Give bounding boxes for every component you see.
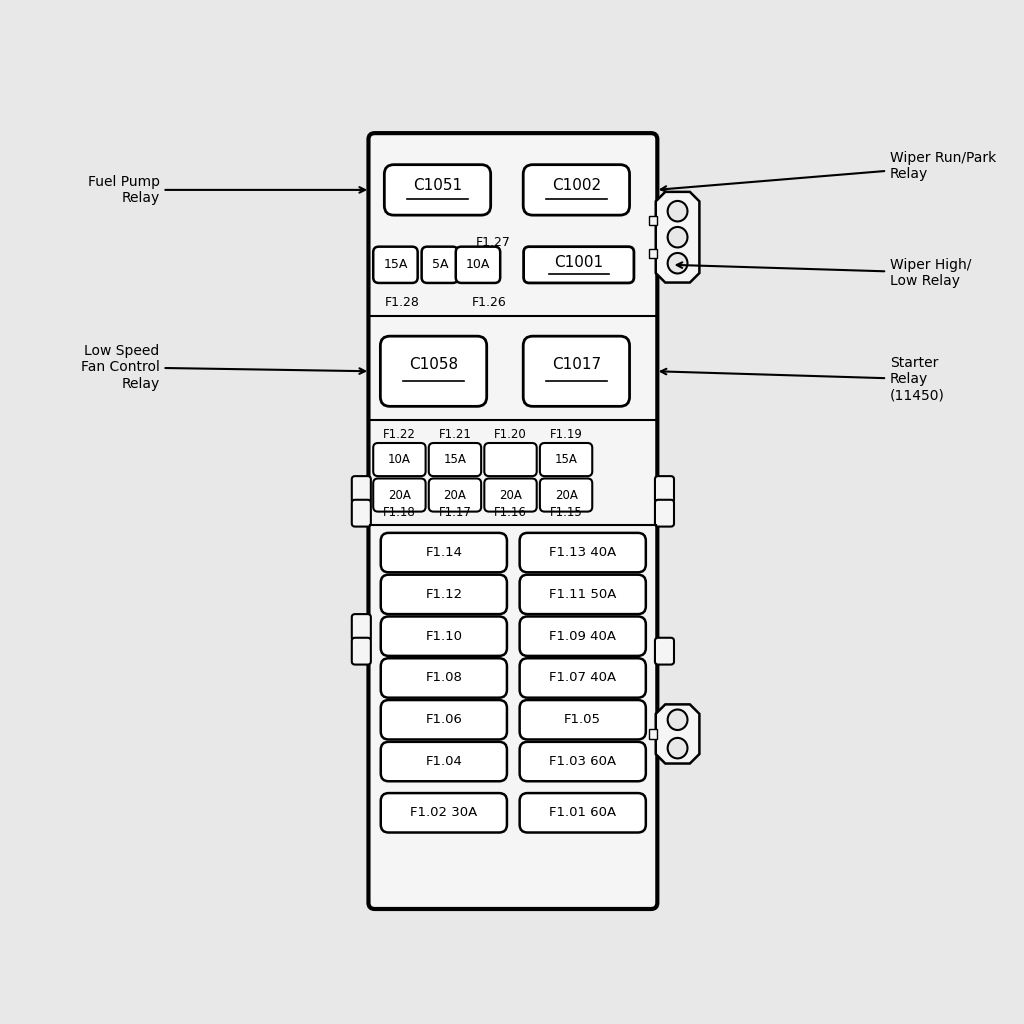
Text: C1002: C1002 xyxy=(552,178,601,194)
FancyBboxPatch shape xyxy=(456,247,500,283)
Text: F1.18: F1.18 xyxy=(383,506,416,519)
Ellipse shape xyxy=(668,253,687,273)
FancyBboxPatch shape xyxy=(381,793,507,833)
Text: 15A: 15A xyxy=(383,258,408,271)
FancyBboxPatch shape xyxy=(381,574,507,614)
FancyBboxPatch shape xyxy=(519,700,646,739)
FancyBboxPatch shape xyxy=(422,247,458,283)
FancyBboxPatch shape xyxy=(352,500,371,526)
Ellipse shape xyxy=(668,201,687,221)
FancyBboxPatch shape xyxy=(373,247,418,283)
Text: F1.14: F1.14 xyxy=(425,546,463,559)
FancyBboxPatch shape xyxy=(655,476,674,503)
Text: 10A: 10A xyxy=(388,453,411,466)
FancyBboxPatch shape xyxy=(519,532,646,572)
FancyBboxPatch shape xyxy=(649,249,657,258)
FancyBboxPatch shape xyxy=(352,638,371,665)
FancyBboxPatch shape xyxy=(519,793,646,833)
FancyBboxPatch shape xyxy=(649,729,657,738)
Text: F1.10: F1.10 xyxy=(425,630,463,643)
Text: F1.19: F1.19 xyxy=(550,428,583,440)
FancyBboxPatch shape xyxy=(523,247,634,283)
Text: F1.06: F1.06 xyxy=(425,714,462,726)
Polygon shape xyxy=(655,191,699,283)
FancyBboxPatch shape xyxy=(380,336,486,407)
Ellipse shape xyxy=(668,710,687,730)
FancyBboxPatch shape xyxy=(369,133,657,909)
Text: 10A: 10A xyxy=(466,258,490,271)
Text: F1.09 40A: F1.09 40A xyxy=(549,630,616,643)
Text: F1.13 40A: F1.13 40A xyxy=(549,546,616,559)
FancyBboxPatch shape xyxy=(655,500,674,526)
Text: C1017: C1017 xyxy=(552,357,601,373)
Text: Wiper High/
Low Relay: Wiper High/ Low Relay xyxy=(677,258,971,288)
Text: C1051: C1051 xyxy=(413,178,462,194)
FancyBboxPatch shape xyxy=(484,443,537,476)
FancyBboxPatch shape xyxy=(381,741,507,781)
FancyBboxPatch shape xyxy=(373,478,426,512)
Text: F1.01 60A: F1.01 60A xyxy=(549,806,616,819)
Text: 5A: 5A xyxy=(432,258,449,271)
FancyBboxPatch shape xyxy=(381,532,507,572)
Text: F1.26: F1.26 xyxy=(472,296,507,309)
FancyBboxPatch shape xyxy=(523,165,630,215)
FancyBboxPatch shape xyxy=(519,741,646,781)
Text: 20A: 20A xyxy=(555,488,578,502)
Text: F1.21: F1.21 xyxy=(438,428,471,440)
Text: F1.12: F1.12 xyxy=(425,588,463,601)
FancyBboxPatch shape xyxy=(381,700,507,739)
Text: 20A: 20A xyxy=(388,488,411,502)
FancyBboxPatch shape xyxy=(352,614,371,641)
Polygon shape xyxy=(655,705,699,764)
FancyBboxPatch shape xyxy=(523,336,630,407)
Text: C1058: C1058 xyxy=(409,357,458,373)
FancyBboxPatch shape xyxy=(519,574,646,614)
FancyBboxPatch shape xyxy=(429,478,481,512)
Text: F1.22: F1.22 xyxy=(383,428,416,440)
Text: F1.16: F1.16 xyxy=(494,506,527,519)
FancyBboxPatch shape xyxy=(352,476,371,503)
Text: 20A: 20A xyxy=(499,488,522,502)
FancyBboxPatch shape xyxy=(484,478,537,512)
FancyBboxPatch shape xyxy=(381,658,507,697)
Text: F1.15: F1.15 xyxy=(550,506,583,519)
Text: F1.05: F1.05 xyxy=(564,714,601,726)
Text: 15A: 15A xyxy=(555,453,578,466)
Ellipse shape xyxy=(668,738,687,759)
Text: Fuel Pump
Relay: Fuel Pump Relay xyxy=(88,175,365,205)
FancyBboxPatch shape xyxy=(649,216,657,225)
Text: F1.11 50A: F1.11 50A xyxy=(549,588,616,601)
Text: F1.07 40A: F1.07 40A xyxy=(549,672,616,684)
FancyBboxPatch shape xyxy=(519,658,646,697)
Text: F1.08: F1.08 xyxy=(425,672,462,684)
Text: 15A: 15A xyxy=(443,453,466,466)
FancyBboxPatch shape xyxy=(519,616,646,656)
Text: F1.03 60A: F1.03 60A xyxy=(549,755,616,768)
Text: F1.04: F1.04 xyxy=(425,755,462,768)
FancyBboxPatch shape xyxy=(429,443,481,476)
Text: F1.28: F1.28 xyxy=(384,296,419,309)
Text: C1001: C1001 xyxy=(554,255,603,270)
FancyBboxPatch shape xyxy=(384,165,490,215)
Text: Low Speed
Fan Control
Relay: Low Speed Fan Control Relay xyxy=(81,344,365,390)
FancyBboxPatch shape xyxy=(540,443,592,476)
FancyBboxPatch shape xyxy=(655,638,674,665)
Text: Wiper Run/Park
Relay: Wiper Run/Park Relay xyxy=(660,152,996,191)
FancyBboxPatch shape xyxy=(540,478,592,512)
Text: Starter
Relay
(11450): Starter Relay (11450) xyxy=(660,356,945,402)
FancyBboxPatch shape xyxy=(373,443,426,476)
Text: F1.02 30A: F1.02 30A xyxy=(411,806,477,819)
Text: F1.27: F1.27 xyxy=(475,237,511,249)
Text: 20A: 20A xyxy=(443,488,466,502)
Text: F1.20: F1.20 xyxy=(495,428,527,440)
Text: F1.17: F1.17 xyxy=(438,506,471,519)
Ellipse shape xyxy=(668,227,687,248)
FancyBboxPatch shape xyxy=(381,616,507,656)
